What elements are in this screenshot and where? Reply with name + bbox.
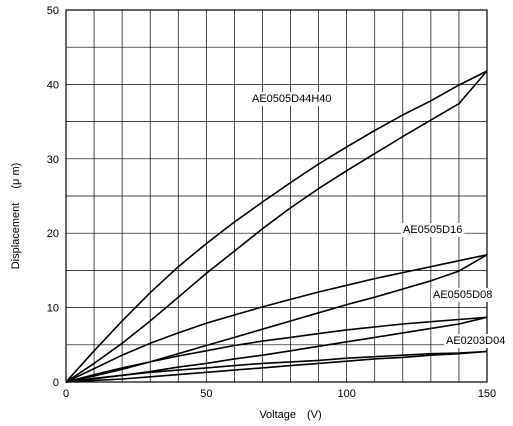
series-label: AE0505D08	[433, 289, 492, 301]
series-label-background	[401, 223, 465, 237]
y-tick-label: 30	[47, 154, 59, 166]
series-2-ascending-line	[65, 316, 488, 383]
x-tick-label: 150	[478, 388, 496, 400]
series-0-descending-line	[65, 70, 488, 383]
y-axis-label: Displacement (μ m)	[10, 163, 22, 270]
series-label-background	[431, 288, 495, 302]
x-tick-label: 100	[337, 388, 355, 400]
y-tick-label: 50	[47, 5, 59, 17]
series-3-descending-line	[65, 350, 488, 383]
plot-frame	[65, 9, 488, 383]
x-tick-label: 0	[63, 388, 69, 400]
grid	[66, 10, 487, 382]
y-tick-label: 40	[47, 79, 59, 91]
y-tick-label: 20	[47, 228, 59, 240]
series-label: AE0505D16	[403, 224, 462, 236]
series-0-ascending-line	[65, 70, 488, 383]
x-axis-label: Voltage (V)	[259, 409, 321, 421]
tick-labels: 0 50 100 150 0 10 20 30 40 50	[47, 5, 496, 400]
y-tick-label: 10	[47, 303, 59, 315]
series-label-background	[444, 334, 508, 348]
series-label: AE0505D44H40	[252, 93, 332, 105]
series-1-descending-line	[65, 254, 488, 383]
series-label-background	[250, 92, 334, 106]
curves	[65, 70, 488, 383]
series-2-descending-line	[65, 316, 488, 383]
series-label: AE0203D04	[446, 335, 505, 347]
series-labels: AE0505D44H40 AE0505D16 AE0505D08 AE0203D04	[250, 92, 508, 348]
y-tick-label: 0	[53, 377, 59, 389]
series-3-ascending-line	[65, 350, 488, 383]
x-tick-label: 50	[200, 388, 212, 400]
